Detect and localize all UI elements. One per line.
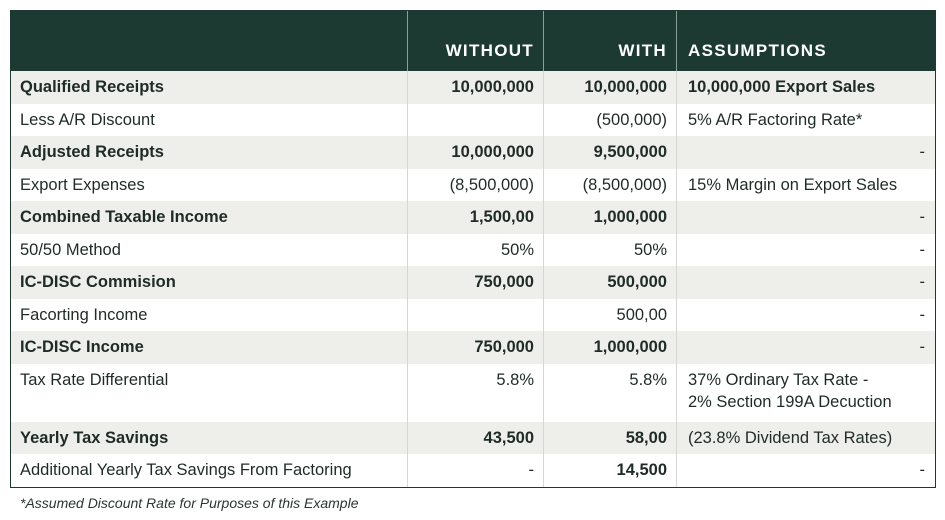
- row-without: 10,000,000: [407, 136, 543, 169]
- row-without: 750,000: [407, 266, 543, 299]
- row-without: (8,500,000): [407, 168, 543, 201]
- row-assumption: -: [676, 266, 936, 299]
- row-with: (500,000): [543, 103, 676, 136]
- assumption-line-1: 37% Ordinary Tax Rate -: [688, 370, 869, 389]
- table-row: 50/50 Method 50% 50% -: [10, 233, 936, 266]
- header-assumptions: ASSUMPTIONS: [676, 10, 936, 71]
- table-row: Additional Yearly Tax Savings From Facto…: [10, 454, 936, 487]
- table-row: Export Expenses (8,500,000) (8,500,000) …: [10, 168, 936, 201]
- row-assumption: -: [676, 298, 936, 331]
- table-row: Facorting Income 500,00 -: [10, 298, 936, 331]
- table-row: Adjusted Receipts 10,000,000 9,500,000 -: [10, 136, 936, 169]
- table-row: IC-DISC Commision 750,000 500,000 -: [10, 266, 936, 299]
- row-label: Yearly Tax Savings: [20, 428, 169, 447]
- row-with: 9,500,000: [543, 136, 676, 169]
- row-without: [407, 298, 543, 331]
- row-without: 50%: [407, 233, 543, 266]
- row-with: 58,00: [543, 421, 676, 454]
- row-assumption: -: [676, 331, 936, 364]
- row-without: 750,000: [407, 331, 543, 364]
- row-label: Export Expenses: [20, 175, 145, 194]
- table-row: Combined Taxable Income 1,500,00 1,000,0…: [10, 201, 936, 234]
- row-label: Less A/R Discount: [20, 110, 155, 129]
- table-row: Yearly Tax Savings 43,500 58,00 (23.8% D…: [10, 421, 936, 454]
- header-without: WITHOUT: [407, 10, 543, 71]
- row-assumption: (23.8% Dividend Tax Rates): [676, 421, 936, 454]
- row-with: 50%: [543, 233, 676, 266]
- header-label: [10, 10, 407, 71]
- row-with: 10,000,000: [543, 71, 676, 104]
- row-label: IC-DISC Income: [20, 338, 144, 356]
- row-assumption: 10,000,000 Export Sales: [676, 71, 936, 104]
- row-label: Additional Yearly Tax Savings From Facto…: [20, 461, 352, 479]
- header-with: WITH: [543, 10, 676, 71]
- table-row: Less A/R Discount (500,000) 5% A/R Facto…: [10, 103, 936, 136]
- row-assumption: -: [676, 201, 936, 234]
- row-assumption: -: [676, 233, 936, 266]
- row-without: 5.8%: [407, 363, 543, 422]
- row-with: 1,000,000: [543, 331, 676, 364]
- row-without: 10,000,000: [407, 71, 543, 104]
- row-label: Adjusted Receipts: [20, 143, 164, 161]
- row-with: 500,000: [543, 266, 676, 299]
- row-label: Qualified Receipts: [20, 78, 164, 96]
- row-assumption: -: [676, 454, 936, 487]
- row-assumption: 37% Ordinary Tax Rate - 2% Section 199A …: [676, 363, 936, 422]
- tax-savings-table: WITHOUT WITH ASSUMPTIONS Qualified Recei…: [10, 10, 936, 487]
- row-assumption: 15% Margin on Export Sales: [676, 168, 936, 201]
- row-with: 500,00: [543, 298, 676, 331]
- row-without: [407, 103, 543, 136]
- assumption-line-2: 2% Section 199A Decuction: [688, 392, 892, 411]
- table-header: WITHOUT WITH ASSUMPTIONS: [10, 10, 936, 71]
- table-row: Tax Rate Differential 5.8% 5.8% 37% Ordi…: [10, 363, 936, 422]
- row-without: 43,500: [407, 421, 543, 454]
- row-label: Tax Rate Differential: [20, 370, 169, 389]
- table-row: IC-DISC Income 750,000 1,000,000 -: [10, 331, 936, 364]
- table-row: Qualified Receipts 10,000,000 10,000,000…: [10, 71, 936, 104]
- row-without: 1,500,00: [407, 201, 543, 234]
- row-assumption: -: [676, 136, 936, 169]
- row-label: 50/50 Method: [20, 240, 121, 259]
- row-label: Facorting Income: [20, 305, 148, 324]
- row-with: 1,000,000: [543, 201, 676, 234]
- row-without: -: [407, 454, 543, 487]
- row-assumption: 5% A/R Factoring Rate*: [676, 103, 936, 136]
- row-label: Combined Taxable Income: [20, 208, 228, 226]
- row-label: IC-DISC Commision: [20, 273, 176, 291]
- footnote: *Assumed Discount Rate for Purposes of t…: [20, 495, 359, 511]
- row-with: 5.8%: [543, 363, 676, 422]
- row-with: (8,500,000): [543, 168, 676, 201]
- row-with: 14,500: [543, 454, 676, 487]
